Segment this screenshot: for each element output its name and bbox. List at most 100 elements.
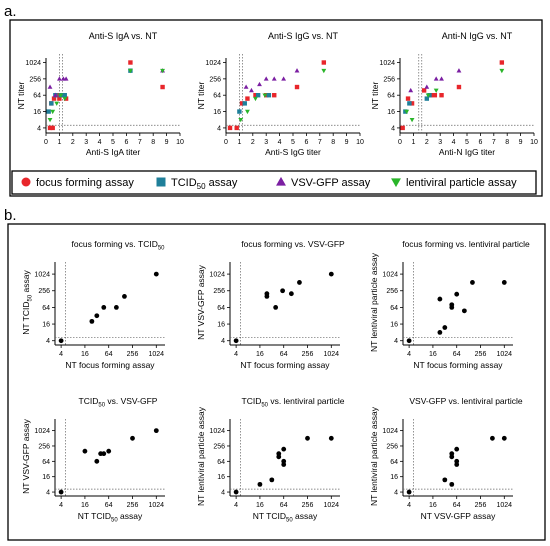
data-point <box>94 313 100 319</box>
x-tick-label: 8 <box>151 139 155 146</box>
data-point <box>58 489 64 495</box>
data-point <box>406 489 412 495</box>
y-tick-label: 64 <box>387 93 395 100</box>
data-point <box>276 451 282 457</box>
x-tick-label: 4 <box>98 139 102 146</box>
y-tick-label: 16 <box>42 322 50 329</box>
data-point <box>269 477 275 483</box>
y-tick-label: 256 <box>386 288 398 295</box>
data-point <box>160 68 165 74</box>
x-tick-label: 256 <box>127 351 139 358</box>
y-tick-label: 256 <box>38 288 50 295</box>
data-point <box>238 117 244 123</box>
y-tick-label: 4 <box>37 125 41 132</box>
data-point <box>128 60 133 65</box>
x-tick-label: 1024 <box>497 351 513 358</box>
data-point <box>273 305 279 310</box>
x-tick-label: 64 <box>453 502 461 509</box>
y-tick-label: 4 <box>46 490 50 497</box>
data-point <box>245 96 250 101</box>
data-point <box>245 109 250 115</box>
y-tick-label: 64 <box>390 305 398 312</box>
data-point <box>237 109 242 114</box>
data-point <box>58 93 64 98</box>
x-tick-label: 16 <box>256 502 264 509</box>
data-point <box>160 84 165 90</box>
legend: focus forming assay TCID50 assay VSV-GFP a… <box>11 170 537 195</box>
data-point <box>50 125 55 131</box>
data-point <box>94 458 100 464</box>
data-point <box>47 117 53 123</box>
y-tick-label: 64 <box>42 305 50 312</box>
chart-title: TCID50 vs. lentiviral particle <box>242 396 345 409</box>
chart-b-6: VSV-GFP vs. lentiviral particle 4 4 16 16 64 6… <box>369 396 523 521</box>
x-tick-label: 16 <box>429 351 437 358</box>
x-axis-label: NT focus forming assay <box>413 360 503 370</box>
y-tick-label: 1024 <box>382 272 398 279</box>
y-axis-label: NT titer <box>370 81 380 109</box>
x-tick-label: 0 <box>398 139 402 146</box>
x-tick-label: 3 <box>264 139 268 146</box>
data-point <box>255 93 261 98</box>
x-tick-label: 5 <box>111 139 115 146</box>
data-point <box>321 60 327 65</box>
data-point <box>439 93 444 98</box>
y-tick-label: 64 <box>33 93 41 100</box>
y-tick-label: 4 <box>391 125 395 132</box>
y-tick-label: 16 <box>213 109 221 116</box>
chart-title: Anti-N IgG vs. NT <box>442 31 513 41</box>
data-point <box>454 446 460 452</box>
chart-title: Anti-S IgA vs. NT <box>89 31 158 41</box>
y-tick-label: 256 <box>209 76 221 83</box>
data-point <box>153 428 159 434</box>
data-point <box>437 329 443 335</box>
data-point <box>272 93 277 98</box>
x-axis-label: NT TCID50 assay <box>78 511 143 524</box>
data-point <box>82 448 88 454</box>
x-tick-label: 1024 <box>324 351 340 358</box>
data-point <box>454 458 460 464</box>
y-tick-label: 16 <box>42 474 50 481</box>
data-point <box>257 81 262 87</box>
x-tick-label: 10 <box>356 139 364 146</box>
y-tick-label: 1024 <box>382 428 398 435</box>
panel-label-a: a. <box>4 3 17 20</box>
x-tick-label: 8 <box>505 139 509 146</box>
data-point <box>46 109 51 114</box>
data-point <box>297 280 302 285</box>
x-tick-label: 4 <box>59 351 63 358</box>
data-point <box>501 280 507 285</box>
x-tick-label: 16 <box>81 502 89 509</box>
data-point <box>266 93 272 98</box>
chart-title: focus forming vs. lentiviral particle <box>402 239 530 249</box>
data-point <box>271 76 277 81</box>
x-tick-label: 5 <box>465 139 469 146</box>
y-axis-label: NT lentiviral particle assay <box>369 406 379 506</box>
x-tick-label: 256 <box>475 351 487 358</box>
data-point <box>499 68 505 74</box>
x-tick-label: 16 <box>81 351 89 358</box>
y-tick-label: 16 <box>390 322 398 329</box>
data-point <box>409 117 415 123</box>
data-point <box>56 76 62 81</box>
x-tick-label: 2 <box>251 139 255 146</box>
data-point <box>424 84 430 89</box>
data-point <box>101 305 107 310</box>
data-point <box>262 93 268 98</box>
x-tick-label: 256 <box>302 351 314 358</box>
data-point <box>406 338 412 344</box>
legend-label-2: TCID50 assay <box>171 177 238 191</box>
data-point <box>409 101 415 106</box>
panel-a-frame <box>9 19 543 197</box>
data-point <box>233 338 239 344</box>
chart-a-3: Anti-N IgG vs. NT 4 16 64 256 1024 0 1 2 3 4 5 6 7 8 9 1… <box>370 31 538 157</box>
data-point <box>239 101 245 106</box>
data-point <box>294 68 300 73</box>
y-tick-label: 256 <box>38 443 50 450</box>
y-tick-label: 256 <box>213 443 225 450</box>
x-tick-label: 1024 <box>497 502 513 509</box>
data-point <box>257 481 263 487</box>
x-tick-label: 256 <box>127 502 139 509</box>
y-axis-label: NT VSV-GFP assay <box>21 418 31 494</box>
